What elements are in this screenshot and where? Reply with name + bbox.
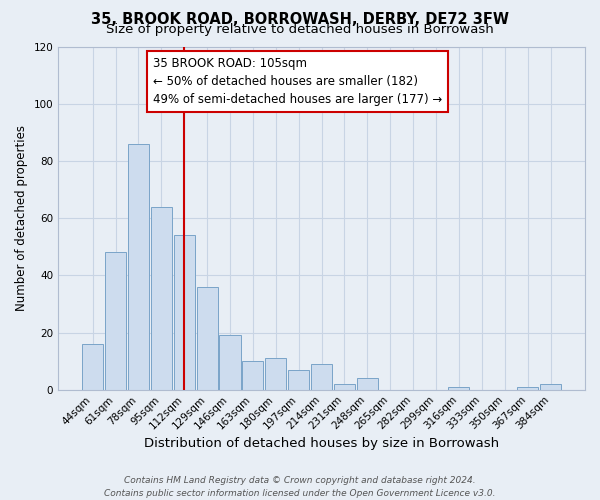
Text: Contains HM Land Registry data © Crown copyright and database right 2024.
Contai: Contains HM Land Registry data © Crown c… — [104, 476, 496, 498]
Bar — [517, 387, 538, 390]
Y-axis label: Number of detached properties: Number of detached properties — [15, 125, 28, 311]
Bar — [334, 384, 355, 390]
X-axis label: Distribution of detached houses by size in Borrowash: Distribution of detached houses by size … — [144, 437, 499, 450]
Bar — [242, 361, 263, 390]
Bar — [128, 144, 149, 390]
Text: 35, BROOK ROAD, BORROWASH, DERBY, DE72 3FW: 35, BROOK ROAD, BORROWASH, DERBY, DE72 3… — [91, 12, 509, 28]
Bar — [311, 364, 332, 390]
Bar — [265, 358, 286, 390]
Bar — [288, 370, 309, 390]
Bar — [357, 378, 378, 390]
Bar — [173, 236, 195, 390]
Bar — [197, 287, 218, 390]
Bar — [540, 384, 561, 390]
Text: Size of property relative to detached houses in Borrowash: Size of property relative to detached ho… — [106, 22, 494, 36]
Bar — [448, 387, 469, 390]
Bar — [151, 206, 172, 390]
Bar — [220, 336, 241, 390]
Bar — [82, 344, 103, 390]
Text: 35 BROOK ROAD: 105sqm
← 50% of detached houses are smaller (182)
49% of semi-det: 35 BROOK ROAD: 105sqm ← 50% of detached … — [153, 57, 442, 106]
Bar — [105, 252, 126, 390]
